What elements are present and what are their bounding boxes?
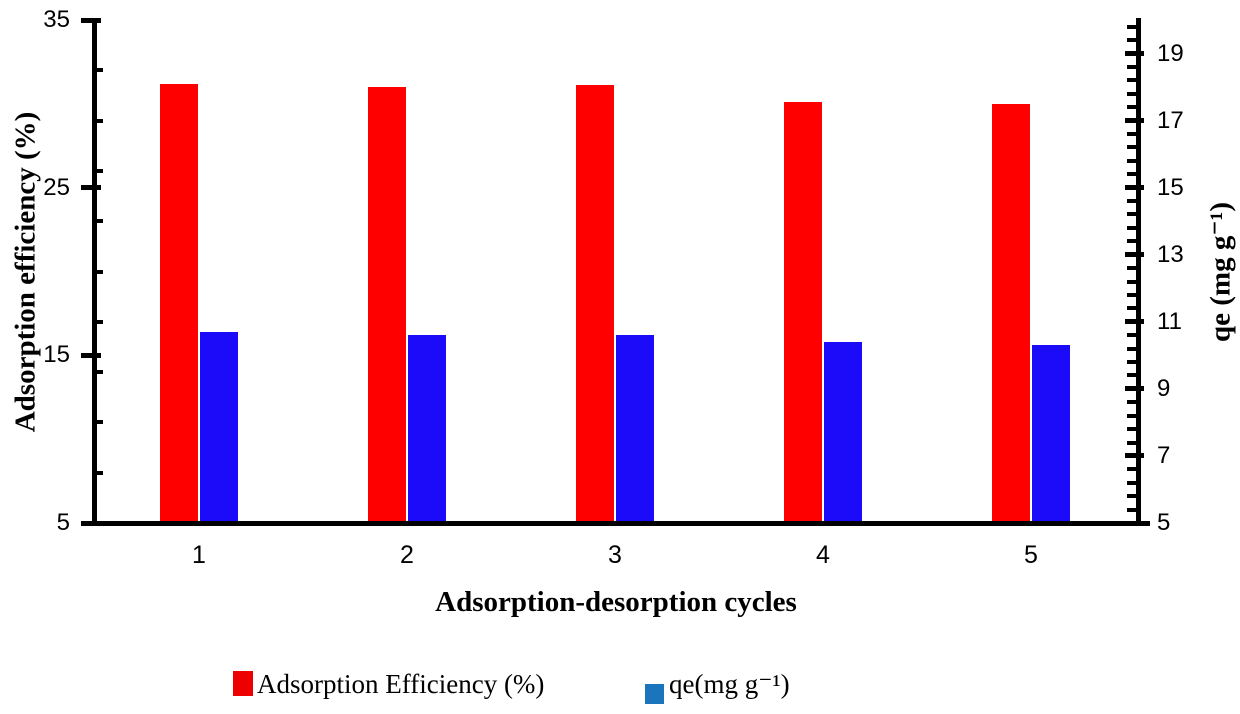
category-label: 1: [192, 541, 206, 569]
right-axis-minor-tick: [1127, 306, 1136, 311]
bar-adsorption-efficiency: [576, 85, 614, 524]
right-axis-minor-tick: [1127, 212, 1136, 217]
right-axis-minor-tick: [1127, 91, 1136, 96]
right-axis-minor-tick: [1127, 132, 1136, 136]
right-axis-title: qe (mg g⁻¹): [1204, 202, 1237, 342]
bar-adsorption-efficiency: [784, 102, 822, 524]
x-axis-line: [83, 521, 1150, 526]
right-axis-major-tick: [1125, 185, 1144, 191]
left-axis-minor-tick: [95, 470, 103, 475]
bar-qe: [200, 331, 238, 524]
right-axis-line: [1136, 18, 1141, 526]
left-axis-minor-tick: [95, 420, 103, 425]
right-axis-minor-tick: [1127, 158, 1136, 163]
legend-marker-adsorption-efficiency: [233, 671, 253, 696]
right-axis-minor-tick: [1127, 78, 1136, 83]
left-axis-major-tick: [81, 352, 101, 358]
right-axis-major-tick: [1125, 386, 1144, 392]
right-axis-minor-tick: [1127, 413, 1136, 418]
left-axis-minor-tick: [95, 68, 103, 73]
right-axis-minor-tick: [1127, 373, 1136, 378]
right-axis-minor-tick: [1127, 225, 1136, 230]
right-axis-minor-tick: [1127, 507, 1136, 512]
legend-marker-qe: [645, 684, 664, 704]
bar-qe: [1032, 345, 1070, 524]
right-axis-minor-tick: [1127, 266, 1136, 271]
right-axis-tick-label: 11: [1157, 307, 1182, 335]
category-label: 3: [608, 541, 622, 569]
left-axis-minor-tick: [95, 219, 103, 224]
left-axis-major-tick: [81, 185, 101, 191]
right-axis-minor-tick: [1127, 292, 1136, 297]
left-axis-major-tick: [81, 17, 101, 23]
bar-qe: [824, 341, 862, 524]
right-axis-minor-tick: [1127, 239, 1136, 244]
category-label: 2: [400, 541, 414, 569]
right-axis-tick-label: 5: [1157, 509, 1171, 536]
left-axis-tick-label: 35: [43, 6, 70, 33]
legend-label-qe: qe(mg g⁻¹): [669, 669, 790, 699]
left-axis-tick-label: 15: [43, 341, 70, 369]
left-axis-minor-tick: [95, 168, 103, 173]
right-axis-minor-tick: [1127, 199, 1136, 204]
right-axis-minor-tick: [1127, 400, 1136, 405]
right-axis-major-tick: [1125, 520, 1144, 526]
right-axis-minor-tick: [1127, 64, 1136, 69]
left-axis-line: [92, 18, 97, 526]
right-axis-minor-tick: [1127, 333, 1136, 338]
right-axis-minor-tick: [1127, 480, 1136, 485]
right-axis-tick-label: 9: [1157, 374, 1171, 402]
right-axis-minor-tick: [1127, 24, 1136, 29]
bar-adsorption-efficiency: [160, 83, 198, 524]
left-axis-minor-tick: [95, 370, 103, 375]
right-axis-minor-tick: [1127, 38, 1136, 43]
left-axis-minor-tick: [95, 118, 103, 123]
right-axis-minor-tick: [1127, 145, 1136, 150]
right-axis-tick-label: 15: [1157, 173, 1184, 201]
left-axis-tick-label: 25: [43, 173, 70, 201]
right-axis-minor-tick: [1127, 279, 1136, 284]
right-axis-major-tick: [1125, 51, 1144, 57]
left-axis-minor-tick: [95, 269, 103, 274]
right-axis-minor-tick: [1127, 172, 1136, 177]
right-axis-tick-label: 13: [1157, 240, 1184, 268]
right-axis-minor-tick: [1127, 440, 1136, 445]
right-axis-major-tick: [1125, 252, 1144, 258]
right-axis-minor-tick: [1127, 360, 1136, 365]
right-axis-major-tick: [1125, 118, 1144, 124]
bar-adsorption-efficiency: [368, 87, 406, 524]
right-axis-minor-tick: [1127, 427, 1136, 432]
legend-label-adsorption-efficiency: Adsorption Efficiency (%): [257, 669, 545, 699]
bar-adsorption-efficiency: [992, 103, 1030, 524]
left-axis-tick-label: 5: [56, 509, 70, 536]
left-axis-major-tick: [81, 520, 101, 526]
bar-qe: [616, 335, 654, 524]
right-axis-tick-label: 19: [1157, 39, 1184, 67]
right-axis-major-tick: [1125, 453, 1144, 459]
right-axis-minor-tick: [1127, 467, 1136, 472]
bar-qe: [408, 335, 446, 524]
right-axis-tick-label: 17: [1157, 106, 1184, 134]
right-axis-minor-tick: [1127, 346, 1136, 351]
right-axis-tick-label: 7: [1157, 441, 1171, 469]
category-label: 5: [1024, 541, 1038, 569]
left-axis-minor-tick: [95, 319, 103, 324]
x-axis-title: Adsorption-desorption cycles: [435, 586, 797, 618]
category-label: 4: [816, 541, 830, 569]
right-axis-minor-tick: [1127, 494, 1136, 499]
right-axis-major-tick: [1125, 319, 1144, 325]
left-axis-title: Adsorption efficiency (%): [9, 111, 42, 433]
right-axis-minor-tick: [1127, 105, 1136, 110]
